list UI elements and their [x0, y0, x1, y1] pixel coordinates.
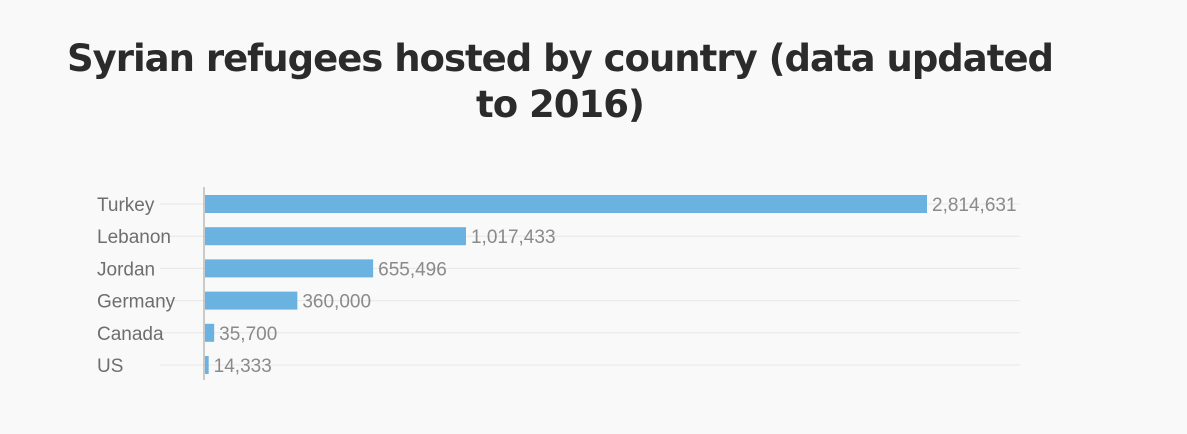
- value-label: 35,700: [219, 324, 277, 345]
- value-label: 655,496: [378, 259, 447, 280]
- bar-turkey: [205, 195, 927, 213]
- value-label: 2,814,631: [932, 195, 1017, 216]
- bars: [205, 195, 927, 374]
- labels: Turkey 2,814,631 Lebanon 1,017,433 Jordan 655…: [97, 195, 1017, 377]
- category-label: Lebanon: [97, 227, 171, 248]
- bar-germany: [205, 291, 298, 310]
- category-label: Canada: [97, 324, 164, 345]
- category-label: Turkey: [97, 195, 155, 216]
- bar-canada: [205, 323, 215, 342]
- value-label: 14,333: [214, 356, 272, 377]
- value-label: 1,017,433: [471, 227, 556, 248]
- category-label: Jordan: [97, 259, 155, 280]
- bar-lebanon: [205, 227, 466, 246]
- bar-jordan: [205, 259, 374, 278]
- bar-us: [205, 356, 209, 374]
- category-label: Germany: [97, 292, 176, 313]
- chart-title: Syrian refugees hosted by country (data …: [66, 37, 1054, 126]
- value-label: 360,000: [302, 292, 371, 313]
- category-label: US: [97, 356, 123, 377]
